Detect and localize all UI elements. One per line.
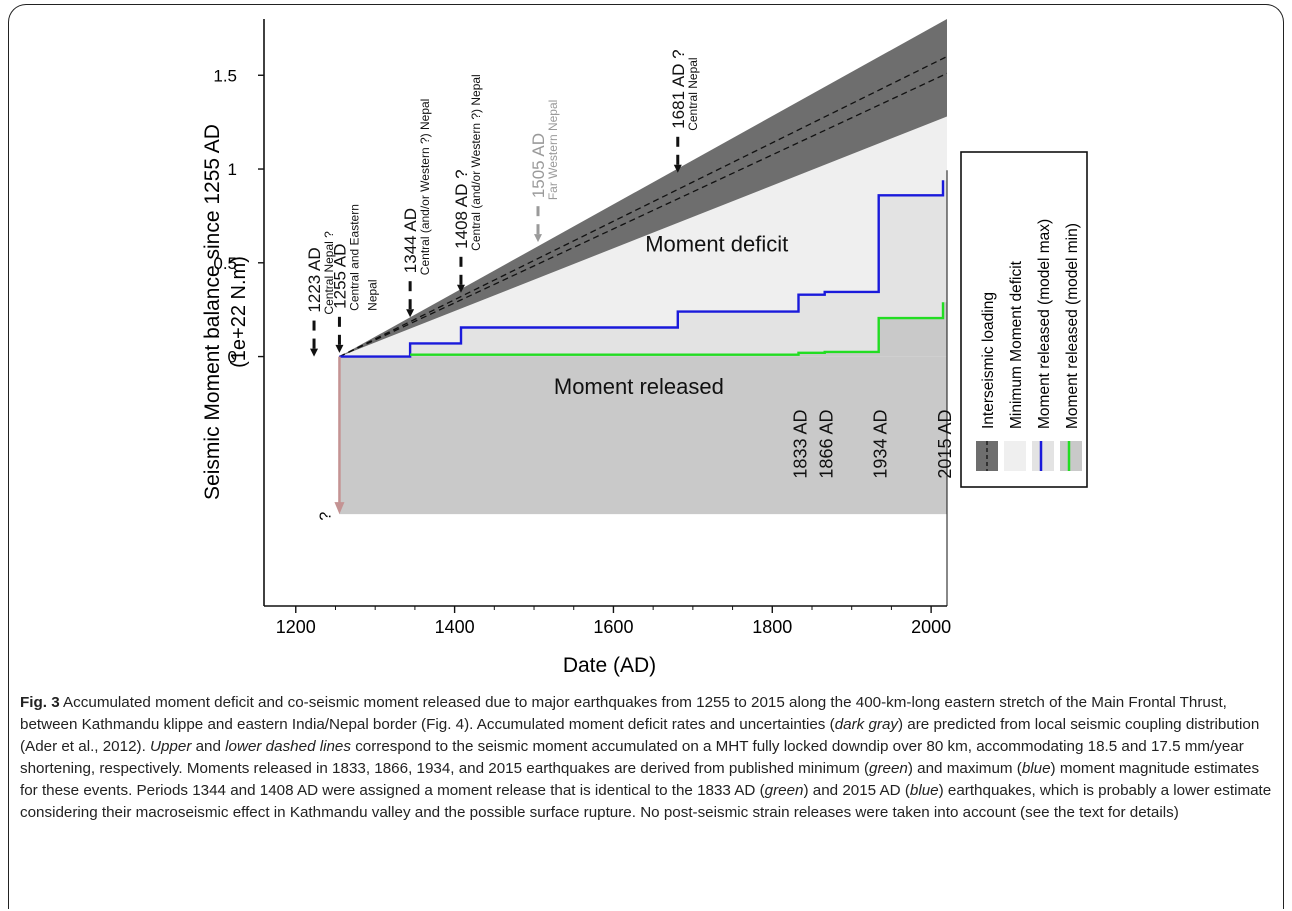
unknown-release-label: ? — [317, 512, 334, 521]
caption-text-2: ) are predicted from local seismic coupl… — [20, 716, 1260, 755]
event-label-1833: 1833 AD — [790, 410, 810, 479]
moment-released-label: Moment released — [554, 374, 724, 399]
event-subtitle-2: Nepal — [365, 279, 379, 310]
event-title: 1681 AD ? — [669, 49, 688, 128]
legend-swatch — [1060, 441, 1082, 471]
legend-box — [960, 151, 1088, 488]
event-title: 1255 AD — [330, 244, 349, 309]
legend-entry-blue: Moment released (model max) — [1032, 219, 1054, 471]
event-label-1866: 1866 AD — [817, 410, 837, 479]
y-axis-title: Seismic Moment balance since 1255 AD — [201, 124, 224, 500]
figure-frame — [8, 4, 1284, 909]
legend-swatch — [1004, 441, 1026, 471]
caption-italic-2: Upper — [150, 738, 192, 755]
event-label-1934: 1934 AD — [871, 410, 891, 479]
event-subtitle: Central and Eastern — [347, 204, 361, 311]
event-arrowhead — [673, 164, 682, 173]
caption-text-6: ) moment magnitude estimates for these e… — [20, 760, 1260, 799]
y-tick-label-1: 1 — [228, 160, 237, 179]
event-label-2015: 2015 AD — [935, 410, 955, 479]
legend-swatch — [1032, 441, 1054, 471]
caption-text-3: and — [191, 738, 226, 755]
caption-italic-1: dark gray — [834, 716, 898, 733]
caption-text-5: ) and maximum ( — [907, 760, 1022, 777]
x-axis-title: Date (AD) — [563, 654, 656, 677]
x-tick-label-2000: 2000 — [911, 617, 951, 637]
event-subtitle: Central Nepal — [686, 57, 700, 130]
event-title: 1223 AD — [305, 247, 324, 312]
dashed-line-lower — [339, 72, 947, 358]
x-tick-label-1800: 1800 — [752, 617, 792, 637]
legend-label: Moment released (model min) — [1064, 223, 1081, 429]
caption-fig-label: Fig. 3 — [20, 694, 60, 711]
caption-text-4: correspond to the seismic moment accumul… — [20, 738, 1244, 777]
caption-italic-7: blue — [909, 782, 939, 799]
legend-entry-green: Moment released (model min) — [1060, 223, 1082, 471]
interseismic-band — [339, 19, 947, 357]
figure-caption: Fig. 3 Accumulated moment deficit and co… — [20, 692, 1278, 824]
dashed-line-upper — [339, 55, 947, 358]
legend-label: Interseismic loading — [980, 292, 997, 429]
event-subtitle: Central (and/or Western ?) Nepal — [469, 74, 483, 251]
y-tick-label-1.5: 1.5 — [213, 66, 237, 85]
legend-entry-dark-dashed: Interseismic loading — [976, 292, 998, 471]
moment-deficit-label: Moment deficit — [645, 232, 788, 257]
event-1408: 1408 AD ?Central (and/or Western ?) Nepa… — [452, 74, 483, 293]
event-arrowhead — [533, 234, 542, 243]
legend-label: Minimum Moment deficit — [1008, 260, 1025, 429]
series-line-min — [410, 302, 945, 356]
series-line-max — [339, 180, 945, 358]
y-tick-label-0.5: 0.5 — [213, 254, 237, 273]
x-tick-label-1600: 1600 — [593, 617, 633, 637]
caption-italic-5: blue — [1021, 760, 1051, 777]
caption-text-1: Accumulated moment deficit and co-seismi… — [20, 694, 1227, 733]
released-min-area — [410, 302, 947, 357]
legend-label: Moment released (model max) — [1036, 219, 1053, 429]
caption-italic-6: green — [764, 782, 804, 799]
event-title: 1344 AD — [401, 208, 420, 273]
event-title: 1408 AD ? — [452, 169, 471, 248]
legend-entry-light: Minimum Moment deficit — [1004, 260, 1026, 471]
caption-text-8: ) earthquakes, which is probably a lower… — [20, 782, 1272, 821]
caption-italic-3: lower dashed lines — [225, 738, 351, 755]
caption-italic-4: green — [869, 760, 908, 777]
x-tick-label-1400: 1400 — [435, 617, 475, 637]
event-title: 1505 AD — [529, 133, 548, 198]
unknown-release-arrowhead — [334, 502, 345, 515]
event-subtitle: Far Western Nepal — [546, 100, 560, 200]
x-tick-label-1200: 1200 — [276, 617, 316, 637]
event-arrowhead — [456, 284, 465, 293]
event-subtitle: Central Nepal ? — [322, 231, 336, 315]
event-arrowhead — [406, 309, 415, 318]
event-1681: 1681 AD ?Central Nepal — [669, 49, 700, 173]
y-tick-label-0: 0 — [228, 348, 237, 367]
event-arrowhead — [310, 348, 319, 357]
event-subtitle: Central (and/or Western ?) Nepal — [418, 99, 432, 276]
moment-released-region — [339, 356, 947, 515]
caption-text-7: ) and 2015 AD ( — [803, 782, 910, 799]
event-arrowhead — [335, 344, 344, 353]
y-axis-unit: (1e+22 N.m) — [228, 256, 250, 368]
